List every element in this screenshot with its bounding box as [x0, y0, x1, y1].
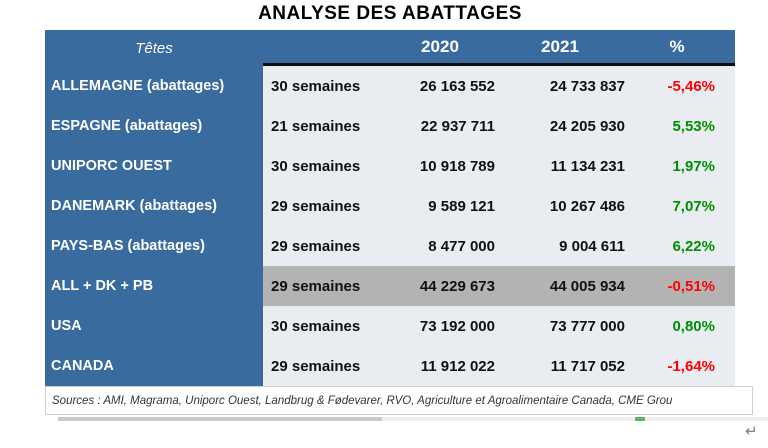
scrollbar-green-marker [635, 417, 645, 421]
paragraph-return-icon: ↵ [745, 423, 758, 440]
row-label: ALLEMAGNE (abattages) [45, 66, 263, 106]
row-pays-bas: PAYS-BAS (abattages) 29 semaines 8 477 0… [45, 226, 735, 266]
row-values: 29 semaines 8 477 000 9 004 611 6,22% [263, 226, 735, 266]
cell-2021: 10 267 486 [549, 197, 625, 215]
cell-2021: 24 733 837 [549, 77, 625, 95]
row-espagne: ESPAGNE (abattages) 21 semaines 22 937 7… [45, 106, 735, 146]
cell-percent: -5,46% [667, 77, 715, 95]
header-2020: 2020 [421, 36, 459, 56]
row-label: ALL + DK + PB [45, 266, 263, 306]
cell-percent: 0,80% [672, 317, 715, 335]
row-label: PAYS-BAS (abattages) [45, 226, 263, 266]
row-canada: CANADA 29 semaines 11 912 022 11 717 052… [45, 346, 735, 386]
cell-2020: 44 229 673 [419, 277, 495, 295]
row-label: CANADA [45, 346, 263, 386]
cell-2020: 22 937 711 [420, 117, 495, 135]
cell-2020: 9 589 121 [428, 197, 495, 215]
cell-weeks: 30 semaines [271, 157, 361, 175]
cell-2020: 10 918 789 [419, 157, 495, 175]
cell-percent: 1,97% [672, 157, 715, 175]
cell-percent: 7,07% [672, 197, 715, 215]
row-uniporc-ouest: UNIPORC OUEST 30 semaines 10 918 789 11 … [45, 146, 735, 186]
header-percent: % [669, 36, 685, 56]
cell-percent: -1,64% [667, 357, 715, 375]
header-tetes: Têtes [45, 30, 263, 66]
row-values: 21 semaines 22 937 711 24 205 930 5,53% [263, 106, 735, 146]
row-values: 29 semaines 9 589 121 10 267 486 7,07% [263, 186, 735, 226]
cell-2021: 73 777 000 [549, 317, 625, 335]
abattage-table: Têtes 2020 2021 % ALLEMAGNE (abattages) … [45, 30, 735, 386]
sources-note: Sources : AMI, Magrama, Uniporc Ouest, L… [45, 386, 753, 415]
row-values: 29 semaines 11 912 022 11 717 052 -1,64% [263, 346, 735, 386]
cell-weeks: 29 semaines [271, 237, 361, 255]
cell-percent: -0,51% [667, 277, 715, 295]
cell-weeks: 29 semaines [271, 357, 361, 375]
cell-2021: 11 717 052 [550, 357, 625, 375]
cell-weeks: 30 semaines [271, 77, 361, 95]
cell-2020: 73 192 000 [419, 317, 495, 335]
row-values: 30 semaines 10 918 789 11 134 231 1,97% [263, 146, 735, 186]
table-header-row: Têtes 2020 2021 % [45, 30, 735, 66]
row-label: USA [45, 306, 263, 346]
header-2021: 2021 [541, 36, 579, 56]
cell-weeks: 21 semaines [271, 117, 361, 135]
cell-weeks: 30 semaines [271, 317, 361, 335]
cell-weeks: 29 semaines [271, 197, 361, 215]
row-all-dk-pb-total: ALL + DK + PB 29 semaines 44 229 673 44 … [45, 266, 735, 306]
scrollbar-thumb[interactable] [58, 417, 382, 421]
cell-2021: 11 134 231 [550, 157, 625, 175]
cell-2020: 8 477 000 [428, 237, 495, 255]
cell-percent: 6,22% [672, 237, 715, 255]
cell-2020: 11 912 022 [420, 357, 495, 375]
row-allemagne: ALLEMAGNE (abattages) 30 semaines 26 163… [45, 66, 735, 106]
horizontal-scrollbar[interactable] [58, 417, 768, 421]
table-header-right: 2020 2021 % [263, 30, 735, 66]
cell-percent: 5,53% [672, 117, 715, 135]
row-values: 30 semaines 73 192 000 73 777 000 0,80% [263, 306, 735, 346]
row-values: 29 semaines 44 229 673 44 005 934 -0,51% [263, 266, 735, 306]
row-values: 30 semaines 26 163 552 24 733 837 -5,46% [263, 66, 735, 106]
cell-2021: 9 004 611 [559, 237, 625, 255]
row-label: DANEMARK (abattages) [45, 186, 263, 226]
row-label: ESPAGNE (abattages) [45, 106, 263, 146]
page-title: ANALYSE DES ABATTAGES [258, 3, 522, 24]
row-usa: USA 30 semaines 73 192 000 73 777 000 0,… [45, 306, 735, 346]
cell-2020: 26 163 552 [419, 77, 495, 95]
row-label: UNIPORC OUEST [45, 146, 263, 186]
row-danemark: DANEMARK (abattages) 29 semaines 9 589 1… [45, 186, 735, 226]
cell-weeks: 29 semaines [271, 277, 361, 295]
cell-2021: 24 205 930 [549, 117, 625, 135]
cell-2021: 44 005 934 [549, 277, 625, 295]
